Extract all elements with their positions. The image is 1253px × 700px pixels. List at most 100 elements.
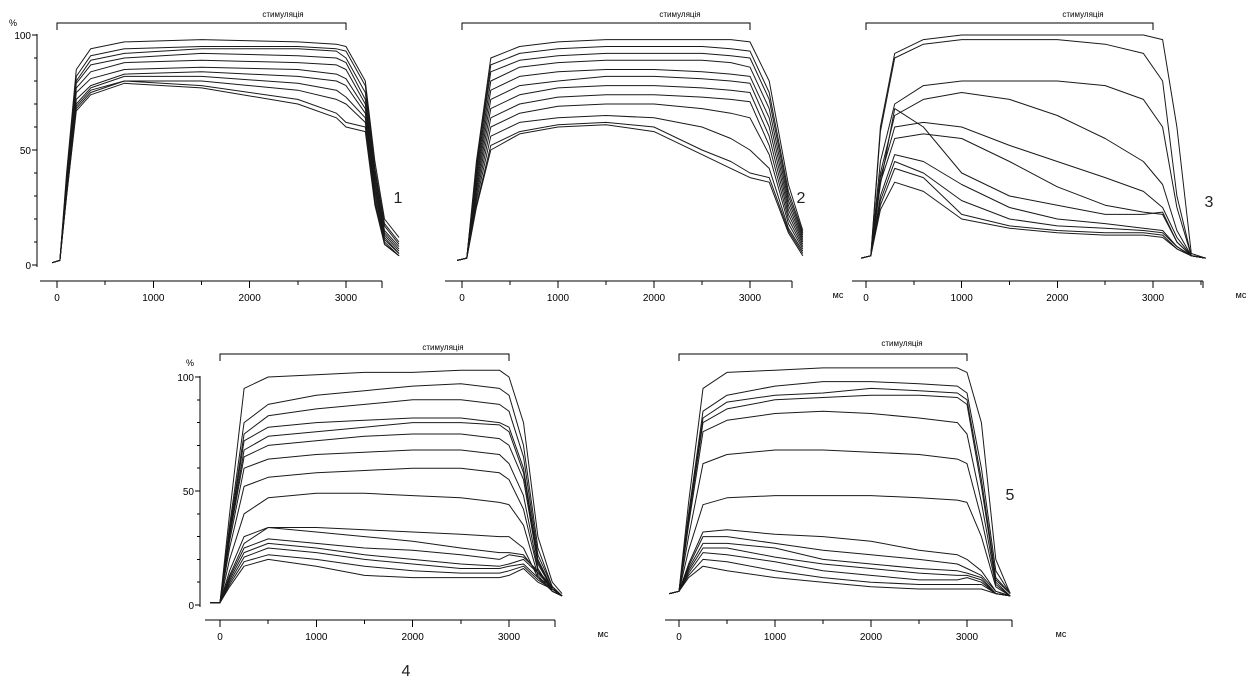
x-tick-label: 0 xyxy=(54,293,60,304)
panel-2-trace-5 xyxy=(457,69,804,261)
panel-3-trace-3 xyxy=(861,80,1206,259)
panel-3-trace-6 xyxy=(861,133,1206,259)
panel-4-trace-12 xyxy=(210,538,563,604)
panel-4-trace-6 xyxy=(210,433,563,604)
stimulus-bracket xyxy=(56,22,347,30)
panel-3-trace-4 xyxy=(861,92,1206,259)
x-tick-label: 0 xyxy=(863,293,869,304)
y-tick-label: 50 xyxy=(183,487,195,498)
x-tick-label: 1000 xyxy=(142,293,165,304)
panel-3-trace-2 xyxy=(861,39,1206,259)
panel-number: 3 xyxy=(1205,194,1214,211)
x-tick-label: 0 xyxy=(459,293,465,304)
x-tick-label: 0 xyxy=(676,632,682,643)
panel-3-trace-7 xyxy=(861,108,1206,259)
panel-5-trace-8 xyxy=(669,529,1011,597)
panel-5-trace-11 xyxy=(669,547,1011,597)
x-tick-label: 1000 xyxy=(951,293,974,304)
x-tick-label: 0 xyxy=(217,632,223,643)
panel-number: 5 xyxy=(1006,487,1015,504)
panel-3-trace-9 xyxy=(861,161,1206,259)
x-tick-label: 3000 xyxy=(335,293,358,304)
stimulus-bracket xyxy=(219,353,510,361)
x-unit-label: мс xyxy=(598,629,609,639)
panel-1-trace-9 xyxy=(52,80,400,264)
panel-2-trace-4 xyxy=(457,59,804,261)
panel-4-trace-9 xyxy=(210,492,563,604)
stimulus-label: стимуляція xyxy=(422,343,463,352)
panel-3-trace-11 xyxy=(861,181,1206,259)
x-tick-label: 2000 xyxy=(860,632,883,643)
stimulus-label: стимуляція xyxy=(659,10,700,19)
panel-5-trace-14 xyxy=(669,565,1011,597)
panel-5-trace-13 xyxy=(669,558,1011,597)
y-tick-label: 0 xyxy=(25,261,31,272)
stimulus-label: стимуляція xyxy=(262,10,303,19)
y-tick-label: 0 xyxy=(188,601,194,612)
panel-5-trace-5 xyxy=(669,410,1011,597)
panel-4-trace-13 xyxy=(210,542,563,604)
stimulus-bracket xyxy=(461,22,751,30)
panel-4-trace-11 xyxy=(210,527,563,604)
x-tick-label: 1000 xyxy=(305,632,328,643)
x-unit-label: мс xyxy=(1236,290,1247,300)
panel-5-trace-12 xyxy=(669,552,1011,597)
panel-5-trace-6 xyxy=(669,449,1011,597)
x-unit-label: мс xyxy=(1056,629,1067,639)
x-tick-label: 3000 xyxy=(498,632,521,643)
y-tick-label: 50 xyxy=(20,146,32,157)
panel-3-trace-1 xyxy=(861,34,1206,259)
x-tick-label: 2000 xyxy=(1046,293,1069,304)
x-tick-label: 2000 xyxy=(239,293,262,304)
panel-1-trace-7 xyxy=(52,71,400,264)
x-tick-label: 2000 xyxy=(402,632,425,643)
stimulus-bracket xyxy=(865,22,1154,30)
panel-4-trace-5 xyxy=(210,422,563,604)
panel-5-trace-10 xyxy=(669,542,1011,597)
panel-1-trace-4 xyxy=(52,52,400,264)
panel-4-trace-2 xyxy=(210,383,563,604)
panel-4-trace-15 xyxy=(210,554,563,604)
x-tick-label: 3000 xyxy=(739,293,762,304)
panel-2-trace-11 xyxy=(457,121,804,261)
panel-3-trace-5 xyxy=(861,121,1206,259)
panel-4-trace-8 xyxy=(210,467,563,604)
y-unit-label: % xyxy=(186,358,194,368)
x-tick-label: 1000 xyxy=(764,632,787,643)
panel-2-trace-12 xyxy=(457,124,804,261)
panel-2-trace-9 xyxy=(457,103,804,261)
x-tick-label: 3000 xyxy=(1142,293,1165,304)
panel-4-trace-7 xyxy=(210,449,563,604)
panel-5-trace-9 xyxy=(669,536,1011,597)
panel-2-trace-10 xyxy=(457,115,804,261)
panel-1-trace-2 xyxy=(52,46,400,264)
y-unit-label: % xyxy=(9,18,17,28)
panel-5-trace-4 xyxy=(669,394,1011,595)
stimulus-label: стимуляція xyxy=(881,339,922,348)
panel-number: 4 xyxy=(402,663,411,680)
x-tick-label: 2000 xyxy=(643,293,666,304)
stimulus-label: стимуляція xyxy=(1062,10,1103,19)
x-tick-label: 3000 xyxy=(956,632,979,643)
panel-1-trace-10 xyxy=(52,80,400,264)
x-unit-label: мс xyxy=(833,290,844,300)
y-tick-label: 100 xyxy=(14,31,31,42)
panel-2-trace-6 xyxy=(457,75,804,261)
panel-4-trace-16 xyxy=(210,558,563,604)
y-tick-label: 100 xyxy=(177,373,194,384)
panel-2-trace-1 xyxy=(457,39,804,261)
x-tick-label: 1000 xyxy=(547,293,570,304)
stimulus-bracket xyxy=(678,353,968,361)
panel-1-trace-11 xyxy=(52,82,400,264)
panel-2-trace-8 xyxy=(457,94,804,261)
panel-3-trace-8 xyxy=(861,154,1206,259)
panel-4-trace-3 xyxy=(210,399,563,604)
panel-5-trace-2 xyxy=(669,381,1011,595)
panel-5-trace-3 xyxy=(669,387,1011,595)
panel-4-trace-14 xyxy=(210,547,563,604)
panel-4-trace-1 xyxy=(210,369,563,604)
panel-number: 2 xyxy=(797,190,806,207)
panel-5-trace-1 xyxy=(669,367,1011,595)
panel-1-trace-6 xyxy=(52,66,400,264)
